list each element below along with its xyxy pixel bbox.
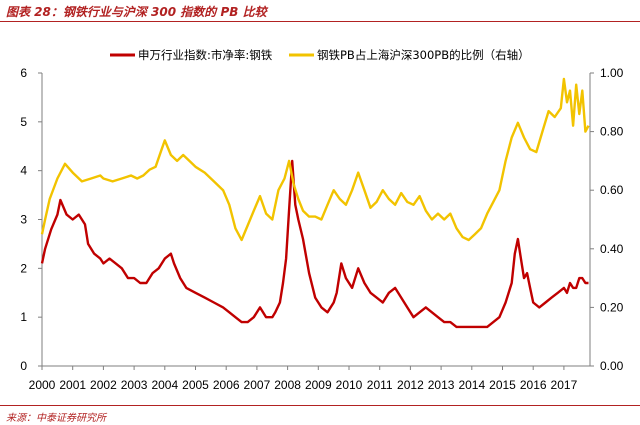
right-tick-label: 1.00 [600,66,624,80]
right-tick-label: 0.40 [600,242,624,256]
x-tick-label: 2005 [182,378,209,392]
x-tick-label: 2006 [213,378,240,392]
right-tick-label: 0.60 [600,183,624,197]
left-tick-label: 5 [20,115,27,129]
legend-label-pb-ratio: 钢铁PB占上海沪深300PB的比例（右轴） [317,48,530,62]
left-tick-label: 3 [20,213,27,227]
left-tick-label: 0 [20,359,27,373]
x-tick-label: 2013 [428,378,455,392]
pb-ratio-series-line [40,77,590,242]
steel-pb-series-line [40,159,589,329]
source-divider [0,405,640,406]
title-divider [0,21,640,22]
left-tick-label: 6 [20,66,27,80]
x-tick-label: 2004 [151,378,178,392]
x-tick-label: 2016 [520,378,547,392]
legend-label-steel-pb: 申万行业指数:市净率:钢铁 [138,48,273,62]
figure-source: 来源：中泰证券研究所 [6,413,106,424]
left-tick-label: 2 [20,261,27,275]
x-tick-label: 2011 [367,378,393,392]
left-tick-label: 1 [20,310,27,324]
right-tick-label: 0.20 [600,300,624,314]
left-tick-label: 4 [20,164,27,178]
x-tick-label: 2008 [274,378,301,392]
x-tick-label: 2012 [397,378,424,392]
x-tick-label: 2015 [489,378,516,392]
x-tick-label: 2010 [336,378,363,392]
x-tick-label: 2002 [90,378,117,392]
figure-title: 图表 28：钢铁行业与沪深 300 指数的 PB 比较 [6,5,267,19]
right-tick-label: 0.00 [600,359,624,373]
right-tick-label: 0.80 [600,125,624,139]
x-tick-label: 2009 [305,378,332,392]
x-tick-label: 2007 [244,378,271,392]
x-tick-label: 2003 [121,378,148,392]
x-tick-label: 2014 [458,378,485,392]
x-tick-label: 2000 [29,378,56,392]
x-tick-label: 2001 [59,378,86,392]
x-tick-label: 2017 [551,378,578,392]
